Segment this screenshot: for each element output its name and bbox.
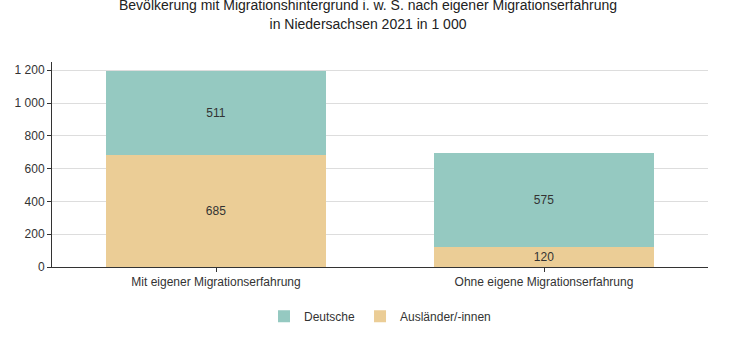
svg-text:600: 600 bbox=[25, 162, 45, 176]
svg-text:Mit eigener Migrationserfahrun: Mit eigener Migrationserfahrung bbox=[131, 275, 300, 289]
svg-text:Ohne eigene Migrationserfahrun: Ohne eigene Migrationserfahrung bbox=[455, 275, 634, 289]
svg-text:200: 200 bbox=[25, 227, 45, 241]
svg-text:800: 800 bbox=[25, 129, 45, 143]
svg-text:575: 575 bbox=[534, 193, 554, 207]
svg-text:511: 511 bbox=[206, 106, 225, 120]
svg-text:685: 685 bbox=[206, 204, 226, 218]
svg-text:120: 120 bbox=[534, 250, 554, 264]
svg-text:Ausländer/-innen: Ausländer/-innen bbox=[400, 310, 491, 324]
svg-text:1 000: 1 000 bbox=[15, 96, 45, 110]
svg-text:Deutsche: Deutsche bbox=[304, 310, 355, 324]
svg-text:1 200: 1 200 bbox=[15, 63, 45, 77]
svg-text:400: 400 bbox=[25, 195, 45, 209]
svg-text:Bevölkerung mit Migrationshint: Bevölkerung mit Migrationshintergrund i.… bbox=[119, 0, 617, 32]
svg-text:0: 0 bbox=[38, 260, 45, 274]
